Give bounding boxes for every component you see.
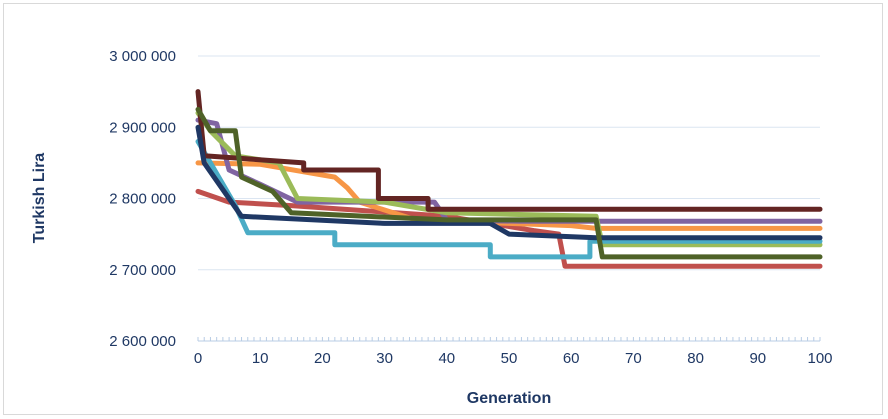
x-axis-title: Generation (467, 390, 551, 407)
x-tick-label: 80 (687, 350, 704, 367)
x-tick-label: 40 (438, 350, 455, 367)
y-tick-labels: 2 600 000 2 700 000 2 800 000 2 900 000 3 00… (109, 48, 176, 350)
x-tick-label: 70 (625, 350, 642, 367)
x-tick-label: 60 (563, 350, 580, 367)
x-tick-label: 30 (376, 350, 393, 367)
series-line-7 (195, 124, 823, 241)
y-tick-label: 2 700 000 (109, 262, 176, 279)
x-axis (197, 337, 821, 342)
x-tick-label: 20 (314, 350, 331, 367)
x-tick-label: 0 (194, 350, 202, 367)
y-axis-title: Turkish Lira (31, 153, 48, 243)
y-tick-label: 3 000 000 (109, 48, 176, 65)
x-tick-labels: 0 10 20 30 40 50 60 70 80 90 100 (194, 350, 833, 367)
series-lines (195, 89, 823, 269)
series-line-8 (195, 106, 823, 260)
x-tick-label: 100 (807, 350, 832, 367)
series-line-2 (195, 160, 823, 231)
x-tick-label: 90 (749, 350, 766, 367)
y-tick-label: 2 600 000 (109, 333, 176, 350)
y-tick-label: 2 900 000 (109, 119, 176, 136)
x-tick-label: 50 (501, 350, 518, 367)
y-tick-label: 2 800 000 (109, 191, 176, 208)
x-tick-label: 10 (252, 350, 269, 367)
